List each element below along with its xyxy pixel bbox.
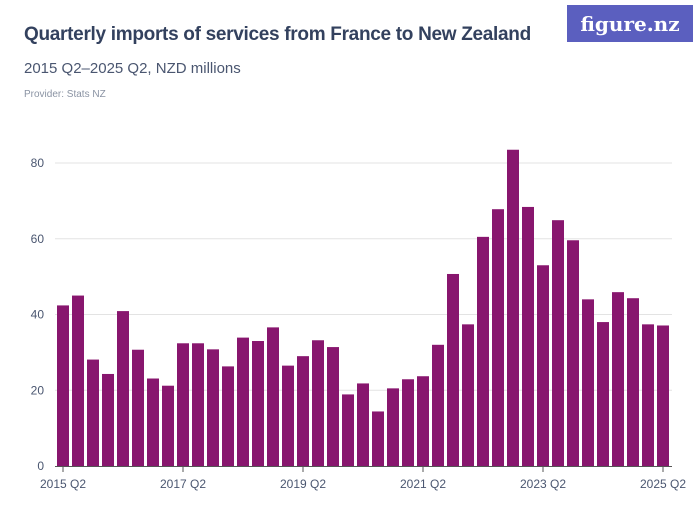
bar xyxy=(102,373,114,466)
bar xyxy=(612,292,624,466)
figure-nz-logo[interactable]: figure.nz xyxy=(567,5,693,42)
bar xyxy=(552,220,564,466)
bar xyxy=(402,379,414,466)
bar xyxy=(327,347,339,466)
bar xyxy=(522,206,534,466)
bar xyxy=(597,322,609,466)
y-tick-label: 60 xyxy=(31,232,45,246)
bar xyxy=(507,149,519,466)
bar xyxy=(417,376,429,466)
bar xyxy=(357,383,369,466)
y-tick-label: 20 xyxy=(31,383,45,397)
bar xyxy=(132,349,144,466)
bar xyxy=(567,240,579,466)
x-tick-label: 2025 Q2 xyxy=(640,477,686,491)
bar xyxy=(192,343,204,466)
bar xyxy=(657,325,669,466)
bar xyxy=(642,324,654,466)
bar xyxy=(312,340,324,466)
x-tick-label: 2015 Q2 xyxy=(40,477,86,491)
bar xyxy=(162,385,174,466)
chart-title: Quarterly imports of services from Franc… xyxy=(24,24,531,45)
bar xyxy=(627,298,639,466)
bar xyxy=(87,359,99,466)
bar xyxy=(267,327,279,466)
bar xyxy=(462,324,474,466)
bar xyxy=(282,365,294,466)
bar xyxy=(147,378,159,466)
x-tick-label: 2023 Q2 xyxy=(520,477,566,491)
x-tick-label: 2021 Q2 xyxy=(400,477,446,491)
bar xyxy=(207,349,219,466)
bar xyxy=(297,356,309,466)
bar xyxy=(477,236,489,466)
bar xyxy=(72,295,84,466)
x-tick-label: 2019 Q2 xyxy=(280,477,326,491)
y-tick-label: 0 xyxy=(37,459,44,473)
bar xyxy=(372,411,384,466)
bar xyxy=(492,209,504,466)
y-tick-label: 40 xyxy=(31,308,45,322)
bar xyxy=(252,341,264,466)
bar xyxy=(387,388,399,466)
bar xyxy=(57,305,69,466)
y-tick-label: 80 xyxy=(31,156,45,170)
bar xyxy=(582,299,594,466)
bar xyxy=(237,337,249,466)
bar xyxy=(537,265,549,466)
bar xyxy=(177,343,189,466)
bar xyxy=(432,344,444,466)
bar xyxy=(117,311,129,466)
bar xyxy=(222,366,234,466)
bar xyxy=(447,273,459,466)
provider-label: Provider: Stats NZ xyxy=(24,89,106,100)
x-tick-label: 2017 Q2 xyxy=(160,477,206,491)
bar xyxy=(342,394,354,466)
chart-subtitle: 2015 Q2–2025 Q2, NZD millions xyxy=(24,60,241,77)
